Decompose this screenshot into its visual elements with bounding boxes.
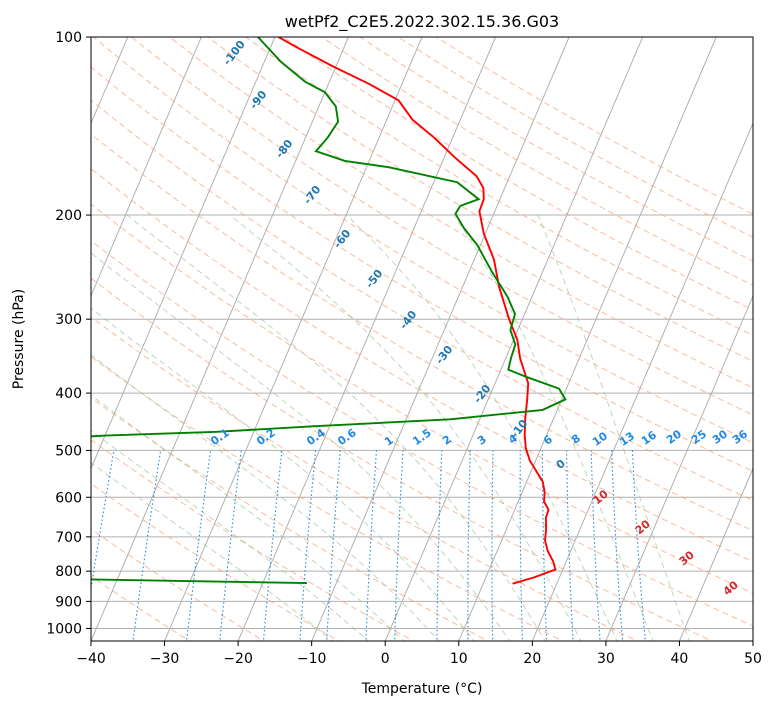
y-tick-label: 1000 [46, 621, 82, 637]
moist-adiabat-line [537, 214, 690, 641]
dry-adiabat-line [91, 66, 753, 472]
dry-adiabat-line [91, 168, 753, 563]
isotherm-line [458, 37, 717, 641]
moist-adiabat-line [229, 214, 582, 641]
mixing-ratio-line [631, 450, 646, 641]
isotherm-line [605, 294, 753, 641]
x-axis-title: Temperature (°C) [361, 681, 483, 697]
isotherm-line [91, 37, 276, 470]
mixing-ratio-line [611, 450, 624, 641]
dry-adiabat-line [91, 277, 714, 641]
isotherm-line [678, 467, 753, 641]
y-tick-label: 100 [55, 30, 82, 46]
plot-frame [90, 36, 754, 642]
moist-adiabat-line [126, 214, 546, 641]
moist-adiabat-line [453, 214, 654, 641]
dry-adiabat-line [245, 37, 753, 336]
y-tick-label: 700 [55, 530, 82, 546]
mixing-ratio-line [467, 450, 471, 641]
mixing-ratio-line [491, 450, 494, 641]
chart-title: wetPf2_C2E5.2022.302.15.36.G03 [285, 12, 559, 32]
dry-adiabat-line [91, 528, 266, 641]
dry-adiabat-line [91, 240, 753, 627]
x-axis: −40 −30 −20 −10 0 10 20 30 40 50 [76, 641, 762, 667]
isotherm-line [311, 37, 570, 641]
y-tick-label: 300 [55, 312, 82, 328]
dry-adiabat-line [131, 37, 753, 416]
moist-adiabat-line [91, 354, 440, 641]
temperature-profile-line [278, 37, 557, 585]
y-tick-label: 900 [55, 594, 82, 610]
x-tick-label: 50 [744, 651, 762, 667]
x-tick-label: 10 [450, 651, 468, 667]
isotherm-line [164, 37, 423, 641]
x-tick-label: −40 [76, 651, 106, 667]
dry-adiabat-line [207, 37, 753, 362]
y-axis-title: Pressure (hPa) [11, 289, 27, 389]
dry-adiabat-line [91, 397, 490, 641]
mixing-ratio-line [436, 450, 443, 641]
y-tick-label: 200 [55, 208, 82, 224]
profile-lines [91, 37, 567, 585]
y-axis: 100 200 300 400 500 600 700 800 900 1000 [46, 30, 91, 637]
mixing-ratio-line [326, 450, 341, 641]
dry-adiabat-line [91, 483, 340, 641]
x-tick-label: 30 [597, 651, 615, 667]
y-tick-label: 600 [55, 490, 82, 506]
background-lines [91, 37, 753, 641]
isotherm-line [91, 37, 202, 298]
mixing-ratio-line [541, 450, 548, 641]
dry-adiabat-line [91, 203, 753, 594]
mixing-ratio-line [590, 450, 601, 641]
moist-adiabat-line [91, 394, 405, 641]
mixing-ratio-line [519, 450, 524, 641]
moist-adiabat-line [91, 462, 334, 641]
x-tick-label: 40 [671, 651, 689, 667]
x-tick-label: 20 [523, 651, 541, 667]
x-tick-label: −30 [150, 651, 180, 667]
dry-adiabat-line [91, 439, 415, 641]
moist-adiabat-line [91, 307, 475, 641]
x-tick-label: −10 [297, 651, 327, 667]
dewpoint-profile-line [91, 37, 567, 585]
isotherm-line [91, 37, 349, 641]
y-tick-label: 500 [55, 443, 82, 459]
x-tick-label: −20 [223, 651, 253, 667]
dry-adiabat-line [91, 99, 753, 502]
dry-adiabat-line [91, 316, 639, 641]
dry-adiabat-line [91, 356, 564, 641]
moist-adiabat-line [91, 252, 511, 641]
dry-adiabat-line [92, 37, 753, 444]
isotherm-line [237, 37, 497, 641]
mixing-ratio-line [566, 450, 574, 641]
isotherm-line [531, 122, 753, 641]
y-tick-label: 400 [55, 386, 82, 402]
moist-adiabat-line [346, 214, 618, 641]
x-tick-label: 0 [381, 651, 390, 667]
mixing-ratio-line [394, 450, 404, 641]
y-tick-label: 800 [55, 564, 82, 580]
mixing-ratio-line [365, 450, 378, 641]
dry-adiabat-line [91, 133, 753, 532]
